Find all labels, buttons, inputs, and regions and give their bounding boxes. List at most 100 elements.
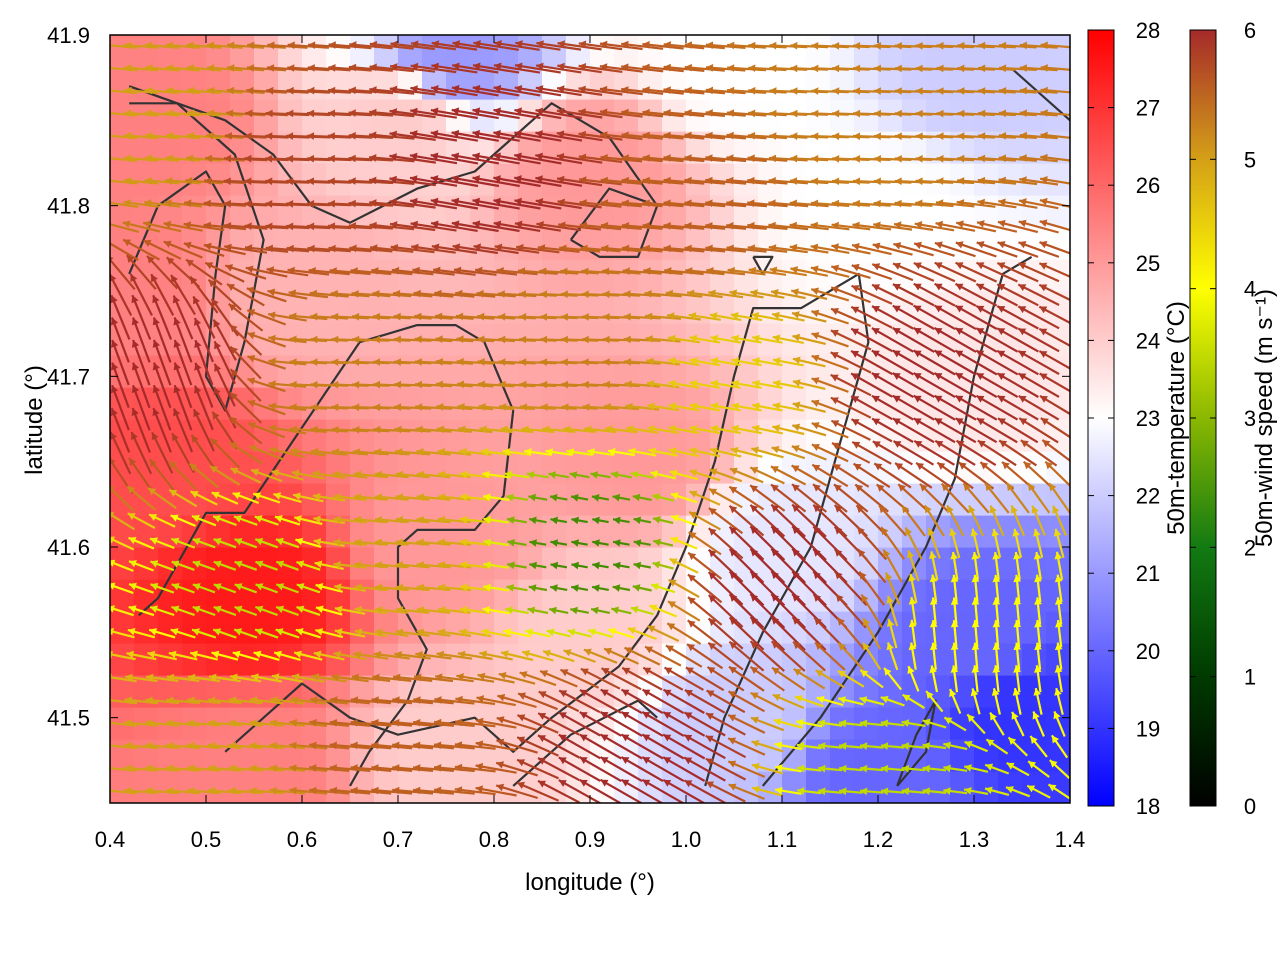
wind-arrow-head [349, 244, 357, 253]
wind-arrow-head [372, 673, 380, 682]
heat-cell [686, 547, 711, 580]
wind-arrow-head [192, 560, 201, 568]
wind-arrow [192, 537, 216, 549]
heat-cell [254, 483, 279, 516]
wind-arrow-head [311, 447, 319, 456]
wind-arrow [213, 605, 237, 617]
wind-arrow-head [148, 488, 157, 496]
wind-arrow-head [414, 673, 422, 682]
wind-arrow [123, 199, 160, 208]
wind-arrow [389, 130, 436, 141]
wind-arrow-head [170, 514, 179, 522]
wind-arrow-head [389, 108, 398, 116]
wind-arrow-head [186, 86, 195, 95]
heat-cell [110, 195, 135, 228]
wind-arrow-head [145, 787, 153, 795]
wind-arrow-head [350, 741, 358, 750]
wind-arrow [394, 650, 431, 660]
wind-arrow-shaft [348, 111, 394, 117]
wind-arrow-head [289, 358, 297, 366]
wind-arrow-head [244, 132, 252, 140]
wind-arrow [192, 408, 215, 452]
wind-arrow [293, 650, 323, 661]
wind-arrow [393, 403, 432, 411]
wind-arrow [289, 718, 328, 727]
wind-arrow-shaft [203, 243, 246, 256]
wind-arrow [392, 786, 434, 795]
wind-arrow-head [151, 274, 158, 283]
heat-cell [878, 675, 903, 708]
wind-arrow [433, 741, 475, 750]
wind-arrow [331, 448, 369, 456]
wind-arrow-shaft [410, 86, 457, 96]
wind-arrow [207, 719, 242, 727]
wind-arrow-head [269, 764, 278, 772]
wind-arrow [329, 718, 371, 727]
wind-arrow-head [454, 741, 463, 749]
wind-arrow-shaft [348, 134, 394, 139]
wind-arrow-head [249, 696, 258, 704]
wind-arrow-head [152, 317, 160, 326]
wind-arrow-head [144, 177, 153, 185]
wind-arrow-head [369, 86, 377, 94]
wind-arrow-head [110, 512, 115, 519]
wind-arrow [122, 238, 161, 261]
heat-cell [542, 35, 567, 68]
wind-arrow-head [147, 255, 155, 264]
heat-cell [830, 355, 855, 388]
wind-arrow-head [186, 64, 194, 72]
wind-arrow-head [206, 41, 215, 50]
wind-arrow-head [145, 696, 153, 705]
heat-cell [782, 227, 807, 260]
wind-arrow-head [348, 199, 356, 208]
heat-cell [782, 35, 807, 68]
wind-arrow-head [171, 583, 180, 591]
wind-arrow [431, 40, 478, 51]
wind-arrow-head [166, 257, 175, 265]
wind-arrow-head [352, 335, 360, 344]
wind-arrow-head [354, 561, 362, 569]
heat-cell [974, 579, 999, 612]
heat-cell [278, 355, 303, 388]
wind-arrow-head [186, 259, 194, 267]
heat-cell [830, 195, 855, 228]
heat-cell [470, 611, 495, 644]
wind-arrow [166, 787, 201, 795]
wind-arrow [191, 514, 217, 527]
wind-arrow-head [309, 289, 317, 298]
heat-cell [686, 227, 711, 260]
heat-cell [854, 195, 879, 228]
wind-arrow [410, 40, 457, 51]
wind-arrow-head [165, 177, 173, 185]
wind-arrow-head [144, 199, 152, 207]
heat-cell [590, 547, 615, 580]
wind-arrow-head [327, 177, 335, 186]
wind-arrow [127, 512, 156, 529]
wind-arrow [455, 695, 496, 706]
heat-cell [134, 355, 159, 388]
wind-arrow-shaft [390, 245, 435, 254]
wind-arrow-head [213, 628, 222, 636]
wind-arrow-head [286, 177, 294, 186]
heat-cell [326, 419, 351, 452]
wind-arrow [186, 741, 221, 750]
heat-cell [326, 579, 351, 612]
wind-arrow-shaft [111, 362, 130, 408]
wind-arrow-head [187, 696, 195, 705]
wind-arrow [152, 362, 172, 409]
wind-arrow-head [152, 295, 160, 304]
wind-arrow-head [437, 628, 446, 637]
wind-arrow-head [331, 403, 339, 412]
wind-arrow [145, 131, 180, 140]
wind-arrow-head [331, 380, 339, 389]
wind-arrow-shaft [327, 89, 373, 94]
heat-cell [422, 227, 447, 260]
wind-arrow-head [349, 41, 357, 49]
wind-arrow [315, 605, 343, 616]
heat-cell [494, 35, 519, 68]
wind-arrow [145, 86, 180, 95]
wind-arrow [391, 266, 434, 276]
wind-arrow [229, 368, 262, 402]
wind-arrow [149, 537, 175, 550]
wind-arrow [171, 537, 196, 549]
